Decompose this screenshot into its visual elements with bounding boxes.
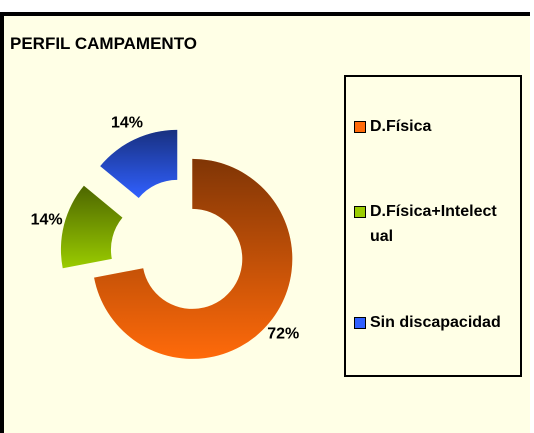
legend-entry: Sin discapacidad [352, 313, 514, 335]
legend: D.Física D.Física+Intelectual Sin discapac… [344, 75, 522, 377]
legend-entry: D.Física+Intelectual [352, 202, 514, 249]
data-label: 72% [267, 325, 299, 342]
legend-label: D.Física [370, 117, 432, 135]
slice-shade [94, 158, 293, 359]
chart-title: PERFIL CAMPAMENTO [10, 34, 198, 53]
data-label: 14% [31, 211, 63, 228]
legend-swatch [354, 206, 366, 219]
legend-label: Sin discapacidad [370, 314, 501, 332]
data-label: 14% [111, 114, 143, 131]
legend-swatch [354, 120, 366, 133]
slice-shade [100, 129, 178, 198]
legend-entry: D.Física [352, 117, 514, 139]
legend-label: D.Física+Intelectual [370, 203, 497, 246]
slice-shade [60, 185, 123, 269]
legend-swatch [354, 317, 366, 330]
